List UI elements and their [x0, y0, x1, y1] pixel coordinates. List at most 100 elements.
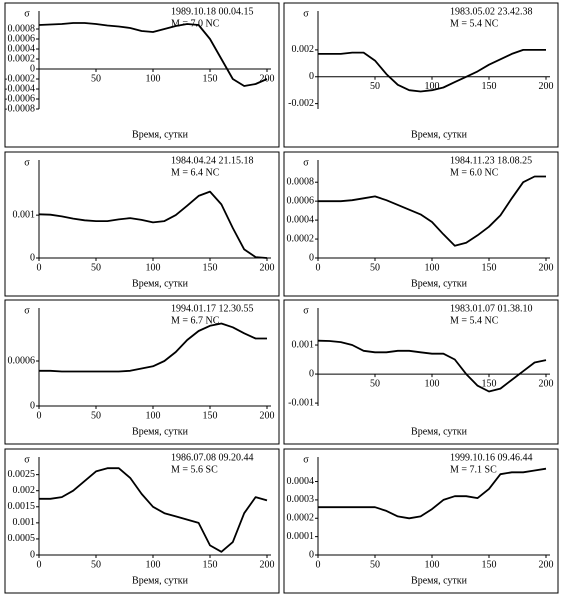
y-tick-label: 0.0004 [287, 476, 315, 487]
y-tick-label: 0.0005 [8, 533, 36, 544]
y-tick-label: 0.0006 [8, 355, 36, 366]
data-line [38, 22, 268, 87]
annotation: 1983.01.07 01.38.10 [450, 303, 533, 314]
x-tick-label: 100 [146, 410, 161, 421]
x-axis-label: Время, сутки [132, 426, 189, 437]
panel-border [283, 448, 559, 594]
x-tick-label: 100 [146, 559, 161, 570]
y-tick-label: 0.002 [292, 44, 315, 55]
annotation: 1986.07.08 09.20.44 [171, 452, 254, 463]
annotation: 1983.05.02 23.42.38 [450, 6, 533, 17]
x-axis-label: Время, сутки [132, 575, 189, 586]
x-tick-label: 200 [260, 410, 275, 421]
x-axis-label: Время, сутки [411, 575, 468, 586]
annotation: 1989.10.18 00.04.15 [171, 6, 254, 17]
x-tick-label: 100 [146, 73, 161, 84]
y-tick-label: 0.001 [13, 209, 36, 220]
y-tick-label: 0 [30, 549, 35, 560]
y-axis-label: σ [24, 157, 30, 168]
data-line [317, 339, 547, 393]
panel-border [283, 2, 559, 148]
annotation: M = 5.6 SC [171, 464, 218, 475]
x-tick-label: 200 [539, 262, 554, 273]
x-tick-label: 200 [260, 73, 275, 84]
y-tick-label: -0.0002 [4, 73, 35, 84]
y-tick-label: 0.0001 [287, 531, 315, 542]
annotation: 1984.11.23 18.08.25 [450, 155, 532, 166]
y-tick-label: 0.0002 [8, 53, 36, 64]
x-tick-label: 0 [316, 559, 321, 570]
y-tick-label: 0.0002 [287, 233, 315, 244]
x-tick-label: 0 [37, 559, 42, 570]
y-tick-label: 0 [30, 400, 35, 411]
annotation: M = 7.1 SC [450, 464, 497, 475]
y-tick-label: 0.0008 [8, 23, 36, 34]
x-axis-label: Время, сутки [132, 278, 189, 289]
x-tick-label: 100 [425, 378, 440, 389]
annotation: 1994.01.17 12.30.55 [171, 303, 254, 314]
x-axis-label: Время, сутки [411, 278, 468, 289]
y-axis-label: σ [24, 305, 30, 316]
y-tick-label: 0.0008 [287, 177, 315, 188]
annotation: M = 5.4 NC [450, 315, 499, 326]
x-tick-label: 100 [146, 262, 161, 273]
annotation: M = 6.0 NC [450, 167, 499, 178]
data-line [318, 175, 546, 247]
data-line [39, 467, 268, 553]
y-axis-label: σ [24, 8, 30, 19]
y-tick-label: -0.0004 [4, 83, 35, 94]
y-axis-label: σ [303, 454, 309, 465]
x-tick-label: 0 [37, 262, 42, 273]
y-axis-label: σ [303, 305, 309, 316]
y-tick-label: 0.0006 [287, 195, 315, 206]
panel-border [4, 299, 280, 445]
annotation: 1984.04.24 21.15.18 [171, 155, 254, 166]
x-tick-label: 50 [370, 262, 380, 273]
x-tick-label: 150 [203, 262, 218, 273]
x-axis-label: Время, сутки [411, 129, 468, 140]
y-tick-label: 0 [309, 252, 314, 263]
annotation: M = 5.4 NC [450, 18, 499, 29]
x-tick-label: 100 [425, 81, 440, 92]
annotation: 1999.10.16 09.46.44 [450, 452, 533, 463]
x-tick-label: 200 [260, 559, 275, 570]
x-tick-label: 100 [425, 559, 440, 570]
x-tick-label: 200 [539, 559, 554, 570]
x-tick-label: 50 [370, 559, 380, 570]
x-tick-label: 200 [539, 81, 554, 92]
panel-border [283, 299, 559, 445]
y-tick-label: 0.0003 [287, 494, 315, 505]
x-tick-label: 50 [91, 410, 101, 421]
x-tick-label: 150 [482, 262, 497, 273]
x-tick-label: 200 [539, 378, 554, 389]
x-tick-label: 100 [425, 262, 440, 273]
y-tick-label: 0.0002 [287, 513, 315, 524]
y-tick-label: 0 [309, 549, 314, 560]
annotation: M = 7.0 NC [171, 18, 220, 29]
y-tick-label: 0.0025 [8, 469, 36, 480]
y-tick-label: 0.0004 [8, 43, 36, 54]
y-tick-label: -0.001 [288, 397, 314, 408]
x-tick-label: 150 [482, 378, 497, 389]
y-tick-label: -0.0006 [4, 93, 35, 104]
data-line [318, 467, 547, 520]
x-tick-label: 150 [482, 81, 497, 92]
x-tick-label: 200 [260, 262, 275, 273]
x-tick-label: 50 [91, 262, 101, 273]
y-tick-label: 0.0004 [287, 214, 315, 225]
y-tick-label: 0.0006 [8, 33, 36, 44]
y-tick-label: 0 [309, 368, 314, 379]
x-tick-label: 150 [203, 410, 218, 421]
y-tick-label: 0.001 [292, 339, 315, 350]
annotation: M = 6.7 NC [171, 315, 220, 326]
y-tick-label: -0.0008 [4, 103, 35, 114]
x-tick-label: 50 [370, 378, 380, 389]
panel-border [4, 151, 280, 297]
y-axis-label: σ [303, 157, 309, 168]
y-axis-label: σ [303, 8, 309, 19]
x-tick-label: 150 [482, 559, 497, 570]
x-tick-label: 0 [316, 262, 321, 273]
y-tick-label: 0.001 [13, 517, 36, 528]
panel-border [283, 151, 559, 297]
